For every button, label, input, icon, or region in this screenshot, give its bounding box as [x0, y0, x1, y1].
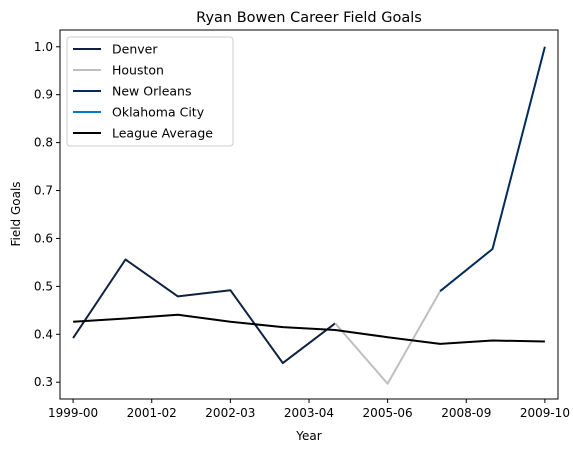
y-tick-label: 0.5: [34, 279, 53, 293]
y-axis-title: Field Goals: [9, 181, 23, 246]
y-tick-label: 0.8: [34, 136, 53, 150]
legend-label-houston: Houston: [112, 63, 164, 78]
x-tick-label: 2009-10: [520, 406, 570, 420]
series-line-houston: [334, 290, 441, 385]
legend-label-new-orleans: New Orleans: [112, 84, 191, 99]
x-tick-label: 2001-02: [127, 406, 177, 420]
series-line-denver: [72, 258, 336, 365]
plot-frame: [59, 29, 559, 400]
x-tick-label: 2002-03: [205, 406, 255, 420]
axis-ticks: 1999-00 2001-02 2002-03 2003-04 2005-06 2008-…: [34, 40, 570, 420]
legend-label-league-average: League Average: [112, 126, 213, 141]
y-tick-label: 0.7: [34, 184, 53, 198]
legend-label-denver: Denver: [112, 42, 158, 57]
y-tick-label: 0.9: [34, 88, 53, 102]
y-tick-label: 0.4: [34, 327, 53, 341]
x-tick-label: 1999-00: [48, 406, 98, 420]
y-tick-label: 0.6: [34, 231, 53, 245]
x-tick-label: 2005-06: [363, 406, 413, 420]
series-lines: [72, 46, 546, 385]
y-tick-label: 0.3: [34, 375, 53, 389]
legend-label-oklahoma-city: Oklahoma City: [112, 105, 205, 120]
legend: Denver Houston New Orleans Oklahoma City Lea…: [66, 36, 234, 147]
x-axis-title: Year: [295, 429, 321, 443]
legend-box: [66, 36, 234, 147]
y-tick-label: 1.0: [34, 40, 53, 54]
x-tick-label: 2008-09: [441, 406, 491, 420]
series-line-league-average: [73, 313, 545, 345]
series-line-new-orleans: [439, 46, 546, 292]
x-tick-label: 2003-04: [284, 406, 334, 420]
chart-title: Ryan Bowen Career Field Goals: [196, 10, 422, 26]
